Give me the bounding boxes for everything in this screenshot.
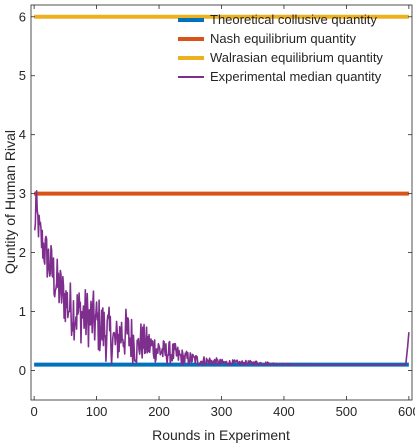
y-tick-label: 2 (19, 245, 26, 260)
y-tick-label: 3 (19, 186, 26, 201)
legend: Theoretical collusive quantity Nash equil… (178, 12, 383, 84)
series-experimental-median-quantity (33, 190, 410, 366)
legend-label-walrasian-equilibrium-quantity: Walrasian equilibrium quantity (210, 50, 383, 65)
x-tick-label: 600 (398, 404, 415, 419)
x-tick-label: 400 (273, 404, 295, 419)
x-tick-label: 300 (211, 404, 233, 419)
legend-label-theoretical-collusive-quantity: Theoretical collusive quantity (210, 12, 377, 27)
ticks-layer: 0 100 200 300 400 500 600 0 1 2 3 4 5 6 (19, 5, 415, 419)
y-tick-label: 4 (19, 127, 26, 142)
x-tick-label: 0 (31, 404, 38, 419)
y-tick-label: 0 (19, 363, 26, 378)
y-tick-label: 6 (19, 9, 26, 24)
x-tick-label: 500 (336, 404, 358, 419)
x-axis-title: Rounds in Experiment (152, 427, 290, 443)
legend-label-nash-equilibrium-quantity: Nash equilibrium quantity (210, 31, 356, 46)
x-tick-label: 100 (86, 404, 108, 419)
y-axis-title: Quntity of Human Rival (2, 130, 18, 274)
series-layer (33, 14, 410, 367)
x-tick-label: 200 (148, 404, 170, 419)
legend-label-experimental-median-quantity: Experimental median quantity (210, 69, 382, 84)
y-tick-label: 1 (19, 304, 26, 319)
y-tick-label: 5 (19, 68, 26, 83)
